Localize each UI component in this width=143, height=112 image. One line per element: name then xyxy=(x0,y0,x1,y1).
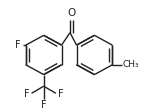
Text: O: O xyxy=(67,8,76,18)
Text: F: F xyxy=(24,89,30,99)
Text: F: F xyxy=(41,100,46,111)
Text: CH₃: CH₃ xyxy=(123,60,139,69)
Text: F: F xyxy=(15,40,21,50)
Text: F: F xyxy=(58,89,63,99)
